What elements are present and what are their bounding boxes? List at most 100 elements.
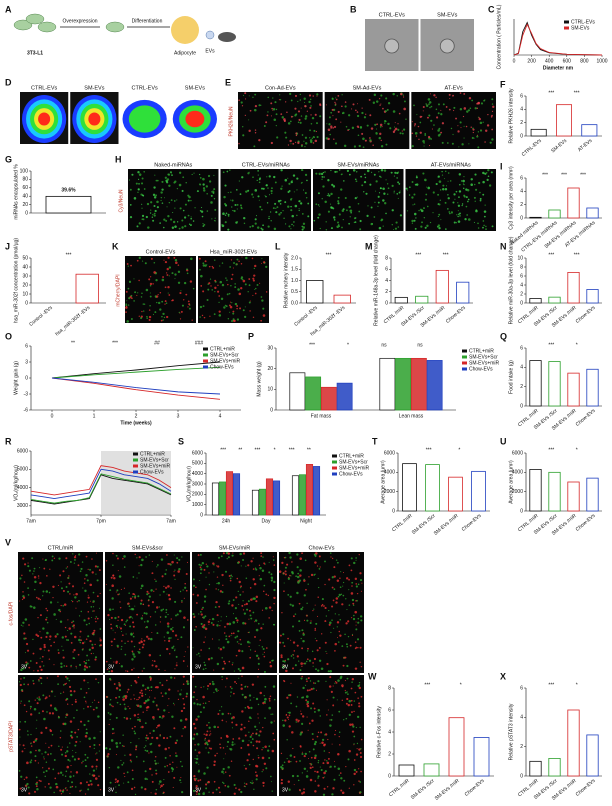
signal [217,726,219,729]
signal [139,602,143,605]
signal [246,743,250,747]
signal [263,651,265,653]
signal [200,210,204,213]
signal [98,744,101,746]
signal [29,705,32,708]
signal [443,178,445,180]
signal [178,171,182,174]
signal [187,619,189,621]
signal [69,689,73,693]
signal [181,556,183,558]
signal [224,784,227,787]
signal [483,224,485,227]
signal [78,615,81,617]
signal [133,197,137,200]
signal [219,743,221,746]
signal [57,649,60,651]
signal [240,747,243,749]
signal [304,101,306,103]
signal [134,596,137,599]
signal [261,228,264,231]
signal [248,731,250,733]
y-axis-label: Average area (µm²) [380,460,386,504]
column-label: SM-Ad-EVs [353,85,382,91]
signal [69,792,71,795]
signal [329,133,331,136]
signal [168,563,171,565]
signal [332,685,334,687]
signal [126,670,129,673]
signal [165,219,168,222]
signal [39,647,42,651]
signal [121,645,123,648]
signal [115,624,118,628]
signal [80,610,83,613]
signal [245,256,248,260]
signal [295,705,298,708]
signal [19,744,21,746]
signal [96,595,99,598]
signal [172,645,175,648]
signal [202,626,206,629]
signal [115,687,119,690]
signal [355,770,358,773]
vesicle [439,38,455,54]
signal [255,600,258,603]
signal [428,103,430,106]
signal [57,772,60,775]
signal [218,786,221,789]
signal [105,747,108,750]
signal [130,297,133,300]
signal [137,191,139,194]
signal [213,763,216,767]
signal [206,264,208,266]
signal [229,305,233,309]
signal [363,191,365,193]
signal [127,781,130,784]
signal [295,132,298,135]
signal [111,597,114,600]
signal [105,584,107,586]
signal [169,218,173,221]
signal [448,108,451,111]
signal [411,144,414,148]
signal [365,192,368,195]
signal [253,267,256,270]
signal [447,180,449,182]
signal [392,130,396,134]
signal [92,774,96,777]
signal [474,173,477,176]
signal [91,643,94,646]
signal [106,668,109,671]
signal [241,739,245,743]
signal [294,664,297,667]
signal [143,639,146,642]
signal [211,638,214,640]
signal [184,203,187,206]
signal [74,596,77,599]
signal [234,636,237,639]
signal [256,179,258,182]
signal [212,266,215,269]
signal [339,577,341,580]
signal [115,696,118,699]
signal [324,734,326,736]
signal [349,723,352,726]
signal [438,203,441,206]
signal [43,756,45,758]
signal [470,126,472,128]
signal [379,175,381,178]
signal [211,680,214,683]
signal [350,211,352,214]
signal [38,698,41,701]
signal [278,213,281,216]
signal [172,220,176,224]
signal [308,100,311,104]
signal [359,572,362,575]
signal [38,696,40,698]
signal [331,605,334,608]
signal [268,617,270,619]
signal [83,679,86,682]
signal [471,136,474,140]
signal [458,173,462,176]
